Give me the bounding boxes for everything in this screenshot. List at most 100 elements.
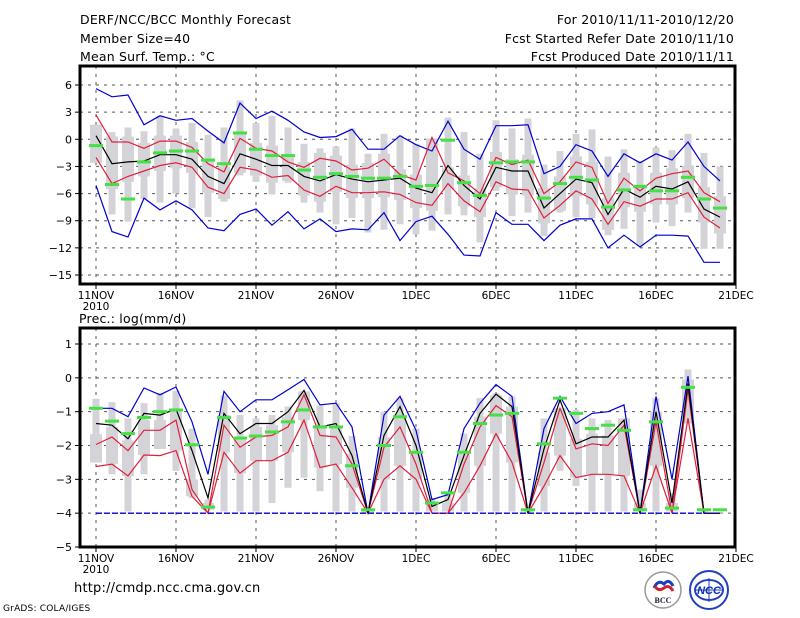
ensemble-median-marker <box>313 175 327 179</box>
ensemble-quartile-box <box>90 434 102 463</box>
ensemble-quartile-box <box>314 425 326 468</box>
ensemble-median-marker <box>201 158 215 162</box>
ensemble-quartile-box <box>346 453 358 488</box>
ensemble-median-marker <box>105 419 119 423</box>
ensemble-median-marker <box>249 147 263 151</box>
y-tick-label: 0 <box>65 133 72 146</box>
ensemble-range-bar <box>604 156 612 236</box>
ensemble-median-marker <box>281 420 295 424</box>
ensemble-median-marker <box>345 464 359 468</box>
ensemble-median-marker <box>569 411 583 415</box>
ensemble-median-marker <box>617 428 631 432</box>
ensemble-median-marker <box>217 162 231 166</box>
y-tick-label: 1 <box>65 338 72 351</box>
y-tick-label: −12 <box>49 242 72 255</box>
ensemble-range-bar <box>188 428 196 498</box>
ensemble-median-marker <box>297 408 311 412</box>
forecast-produced-date-label: Fcst Produced Date 2010/11/11 <box>530 49 734 64</box>
ensemble-range-bar <box>460 132 468 216</box>
ensemble-quartile-box <box>234 437 246 474</box>
ensemble-quartile-box <box>602 435 614 475</box>
ensemble-median-marker <box>473 193 487 197</box>
ensemble-quartile-box <box>378 153 390 198</box>
x-tick-label: 21NOV <box>238 290 275 302</box>
ensemble-median-marker <box>633 508 647 512</box>
ensemble-median-marker <box>569 175 583 179</box>
plot-frame <box>78 326 737 549</box>
y-tick-label: −15 <box>49 269 72 282</box>
series-line-mean <box>95 135 721 218</box>
bcc-logo-text: BCC <box>655 596 672 605</box>
ensemble-median-marker <box>393 415 407 419</box>
bcc-logo: BCC <box>643 570 683 610</box>
ensemble-median-marker <box>329 172 343 176</box>
ensemble-median-marker <box>617 188 631 192</box>
ensemble-quartile-box <box>554 408 566 456</box>
ensemble-median-marker <box>489 413 503 417</box>
ensemble-quartile-box <box>442 167 454 190</box>
chart-panel-temperature: 6 3 0 −3 −6 −9 −12 −15 11NOV 16NOV 21NOV 26NOV 1DEC 6… <box>49 64 754 313</box>
ensemble-median-marker <box>537 442 551 446</box>
ensemble-median-marker <box>713 508 727 512</box>
source-url-link[interactable]: http://cmdp.ncc.cma.gov.cn <box>74 581 261 596</box>
ensemble-median-marker <box>713 206 727 210</box>
ensemble-median-marker <box>233 436 247 440</box>
ensemble-quartile-box <box>410 174 422 209</box>
ensemble-quartile-box <box>106 426 118 465</box>
precipitation-variable-label: Prec.: log(mm/d) <box>79 311 187 326</box>
ncc-logo: NCC <box>687 570 731 610</box>
ensemble-median-marker <box>441 491 455 495</box>
ensemble-quartile-box <box>234 132 246 173</box>
ensemble-median-marker <box>633 184 647 188</box>
ensemble-median-marker <box>297 168 311 172</box>
x-tick-label: 16NOV <box>158 553 195 565</box>
series-line-max <box>96 376 720 514</box>
y-tick-label: 6 <box>65 79 72 92</box>
ensemble-median-marker <box>217 415 231 419</box>
ensemble-median-marker <box>457 181 471 185</box>
temperature-variable-label: Mean Surf. Temp.: °C <box>80 49 215 64</box>
ensemble-median-marker <box>681 385 695 389</box>
y-tick-label: −2 <box>56 440 72 453</box>
ensemble-quartile-box <box>474 416 486 466</box>
y-tick-label: −1 <box>56 406 72 419</box>
ensemble-median-marker <box>521 508 535 512</box>
ncc-logo-text: NCC <box>697 585 722 597</box>
ensemble-quartile-box <box>650 411 662 466</box>
ensemble-median-marker <box>121 197 135 201</box>
ensemble-median-marker <box>185 443 199 447</box>
ensemble-median-marker <box>425 183 439 187</box>
ensemble-median-marker <box>233 131 247 135</box>
ensemble-range-bar <box>252 418 260 512</box>
ensemble-quartile-box <box>522 154 534 196</box>
x-tick-label: 1DEC <box>402 553 431 565</box>
chart-title: DERF/NCC/BCC Monthly Forecast <box>80 12 292 27</box>
x-tick-label: 16DEC <box>638 290 673 302</box>
ensemble-median-marker <box>585 178 599 182</box>
plot-frame <box>78 64 737 286</box>
ensemble-quartile-box <box>458 453 470 493</box>
ensemble-quartile-box <box>90 124 102 163</box>
series-line-min <box>95 185 720 263</box>
ensemble-quartile-box <box>282 416 294 453</box>
ensemble-quartile-box <box>394 416 406 466</box>
ensemble-median-marker <box>169 408 183 412</box>
x-tick-label: 21DEC <box>718 553 753 565</box>
ensemble-median-marker <box>649 189 663 193</box>
ensemble-quartile-box <box>138 420 150 455</box>
ensemble-median-marker <box>329 425 343 429</box>
ensemble-median-marker <box>89 406 103 410</box>
ensemble-median-marker <box>137 160 151 164</box>
ensemble-quartile-box <box>154 420 166 449</box>
ensemble-median-marker <box>89 144 103 148</box>
ensemble-median-marker <box>185 149 199 153</box>
x-tick-label: 21NOV <box>238 553 275 565</box>
y-tick-label: −4 <box>56 507 72 520</box>
x-tick-label: 11DEC <box>558 553 593 565</box>
y-tick-label: −3 <box>56 160 72 173</box>
ensemble-median-marker <box>473 422 487 426</box>
y-tick-label: −9 <box>56 215 72 228</box>
ensemble-quartile-box <box>170 409 182 451</box>
ensemble-median-marker <box>313 425 327 429</box>
